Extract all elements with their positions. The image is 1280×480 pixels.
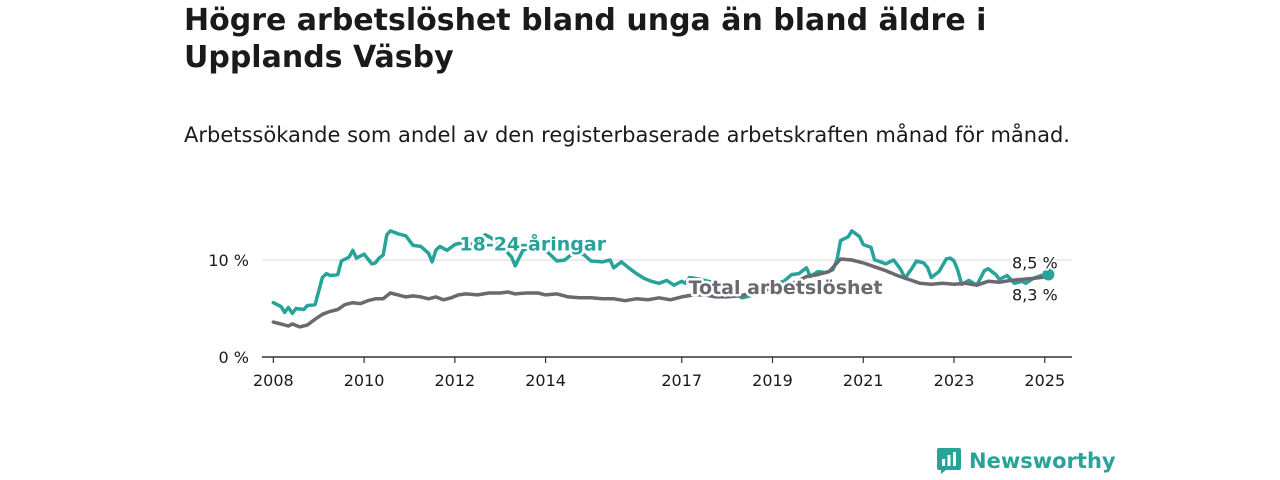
y-axis-labels: 0 % 10 % (208, 251, 249, 367)
x-tick-label: 2012 (434, 371, 475, 390)
newsworthy-logo[interactable]: Newsworthy (937, 448, 1116, 474)
series-labels: 18-24-åringar Total arbetslöshet (457, 229, 885, 302)
x-tick-label: 2014 (525, 371, 566, 390)
x-tick-label: 2008 (253, 371, 294, 390)
brand-name: Newsworthy (969, 449, 1116, 473)
chart-subtitle: Arbetssökande som andel av den registerb… (184, 123, 1070, 147)
youth-end-label: 8,5 % (1012, 254, 1058, 273)
y-tick-label: 10 % (208, 251, 249, 270)
y-tick-label: 0 % (219, 348, 249, 367)
line-chart: 0 % 10 % 2008 2010 2012 2014 2017 2019 2021 2023… (208, 229, 1072, 390)
x-axis: 2008 2010 2012 2014 2017 2019 2021 2023 2025 (253, 356, 1072, 390)
total-series-label: Total arbetslöshet (689, 277, 883, 299)
x-tick-label: 2025 (1024, 371, 1065, 390)
end-labels: 8,5 % 8,3 % (1010, 252, 1060, 307)
series-lines (271, 229, 1051, 329)
youth-series-line (271, 229, 1051, 316)
x-tick-label: 2023 (934, 371, 975, 390)
x-tick-label: 2010 (344, 371, 385, 390)
chart-title: Högre arbetslöshet bland unga än bland ä… (184, 3, 987, 75)
x-tick-label: 2017 (661, 371, 702, 390)
youth-end-point (1042, 268, 1055, 281)
total-series-line (271, 257, 1051, 329)
total-end-label: 8,3 % (1012, 285, 1058, 304)
newsworthy-logo-icon (937, 448, 961, 474)
x-tick-label: 2021 (843, 371, 884, 390)
youth-series-label: 18-24-åringar (459, 231, 606, 255)
x-tick-label: 2019 (752, 371, 793, 390)
